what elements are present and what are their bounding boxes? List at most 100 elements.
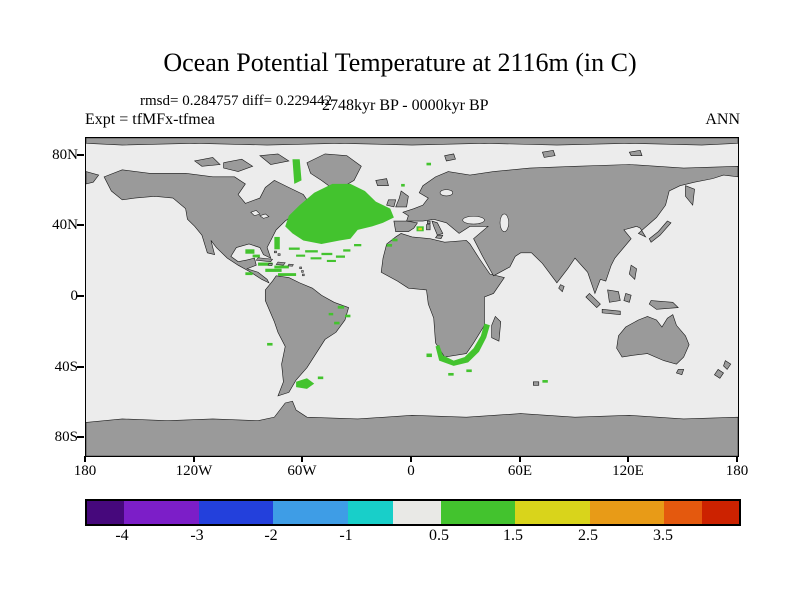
colorbar-segment: [589, 501, 665, 524]
continent-south-america: [264, 275, 349, 397]
island-borneo: [607, 289, 621, 303]
anomaly-speck: [354, 244, 362, 247]
island-bahamas: [277, 253, 281, 256]
colorbar-segment: [198, 501, 274, 524]
anomaly-speck: [321, 252, 333, 256]
great-lake: [250, 210, 261, 217]
continent-antarctica: [86, 400, 738, 456]
lat-tick: [77, 224, 84, 226]
continent-australia: [616, 314, 690, 365]
lon-label-180w: 180: [73, 463, 97, 479]
anomaly-brazil-coast: [328, 312, 334, 316]
peninsula-kamchatka: [685, 185, 695, 206]
anomaly-brazil-coast: [344, 314, 351, 318]
anomaly-speck: [317, 376, 324, 380]
anomaly-speck: [305, 250, 318, 253]
colorbar-segment: [701, 501, 739, 524]
island-sumatra: [585, 293, 601, 309]
anomaly-brazil-coast: [337, 305, 345, 309]
arctic-island: [628, 150, 643, 156]
island-bahamas: [274, 250, 277, 254]
lon-tick: [627, 456, 629, 462]
island-sri-lanka: [558, 284, 565, 293]
lon-label-60w: 60W: [287, 463, 317, 479]
island-new-guinea: [648, 300, 679, 310]
colorbar: [85, 499, 741, 526]
arctic-archipelago: [259, 153, 290, 165]
landmasses: [86, 138, 738, 456]
colorbar-label: -1: [339, 527, 353, 544]
colorbar-segment: [440, 501, 516, 524]
island-java: [601, 309, 621, 316]
island-antilles: [301, 270, 304, 273]
island-madagascar: [491, 315, 502, 342]
colorbar-segment: [664, 501, 702, 524]
anomaly-caribbean: [274, 265, 289, 269]
lon-label-180e: 180: [725, 463, 749, 479]
anomaly-kerguelen-area: [542, 380, 548, 383]
anomaly-caribbean: [265, 268, 282, 272]
lon-tick: [736, 456, 738, 462]
anomaly-speck: [288, 247, 300, 250]
anomaly-speck: [343, 249, 351, 252]
anomaly-speck: [392, 238, 398, 242]
island-corsica: [427, 220, 431, 224]
anomaly-falklands: [296, 378, 315, 389]
colorbar-label: 2.5: [578, 527, 598, 544]
lat-tick: [77, 295, 84, 297]
colorbar-label: -4: [115, 527, 129, 544]
anomaly-north-atlantic: [285, 183, 394, 244]
island-great-britain: [395, 190, 409, 208]
lat-label-0: 0: [70, 288, 79, 304]
caribbean-islands: [255, 250, 305, 277]
lon-tick: [410, 456, 412, 462]
island-antilles: [302, 273, 305, 277]
anomaly-speck: [326, 259, 336, 263]
island-new-zealand-north: [723, 360, 732, 370]
rmsd-diff-text: rmsd= 0.284757 diff= 0.229442: [140, 93, 333, 109]
season-text: ANN: [705, 111, 740, 128]
lat-tick: [77, 154, 84, 156]
world-map: [86, 138, 738, 456]
anomaly-central-america-pacific: [245, 272, 253, 276]
lon-tick: [193, 456, 195, 462]
island-ireland: [386, 199, 397, 208]
island-hispaniola: [275, 261, 286, 266]
lat-tick: [77, 366, 84, 368]
time-period-text: 2748kyr BP - 0000kyr BP: [322, 97, 489, 114]
anomaly-gulf-of-mexico: [245, 249, 255, 254]
lon-label-120e: 120E: [612, 463, 644, 479]
anomaly-speck: [466, 369, 472, 373]
island-iceland: [375, 178, 389, 187]
map-frame: [85, 137, 739, 457]
lat-label-40n: 40N: [52, 217, 78, 233]
colorbar-label: 3.5: [653, 527, 673, 544]
continent-north-america: [103, 169, 312, 284]
experiment-text: Expt = tfMFx-tfmea: [85, 111, 215, 128]
colorbar-label: 0.5: [429, 527, 449, 544]
island-jamaica: [267, 263, 273, 266]
peninsula-italy: [431, 220, 444, 236]
lat-label-40s: 40S: [54, 359, 78, 375]
anomaly-caribbean: [277, 273, 297, 276]
island-antilles: [299, 266, 302, 269]
anomaly-baffin-bay: [292, 159, 302, 184]
anomaly-agulhas-band: [435, 323, 490, 366]
inland-water: [250, 189, 509, 232]
lon-label-120w: 120W: [175, 463, 213, 479]
anomaly-mediterranean-yellow-core: [418, 227, 422, 231]
anomaly-brazil-coast: [334, 321, 340, 325]
lon-tick: [301, 456, 303, 462]
anomaly-speck: [401, 183, 405, 187]
colorbar-segment: [347, 501, 393, 524]
anomaly-speck: [426, 353, 432, 358]
island-tasmania: [675, 369, 685, 376]
anomaly-speck: [335, 255, 345, 258]
arctic-archipelago: [223, 158, 254, 172]
caspian-sea: [499, 213, 509, 232]
lon-tick: [84, 456, 86, 462]
chukotka-wrap: [86, 171, 100, 185]
colorbar-label: -3: [190, 527, 204, 544]
colorbar-segment: [273, 501, 348, 524]
